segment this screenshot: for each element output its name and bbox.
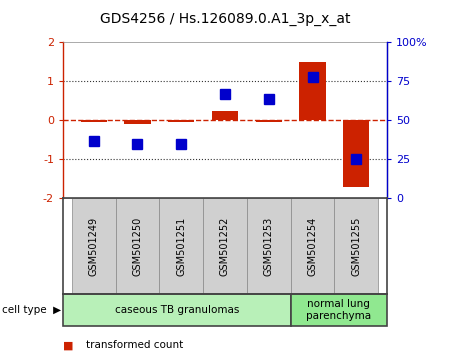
Text: GSM501251: GSM501251 (176, 216, 186, 276)
Text: cell type  ▶: cell type ▶ (2, 305, 61, 315)
Text: ■: ■ (63, 340, 73, 350)
Text: GSM501249: GSM501249 (89, 216, 99, 276)
Bar (81, 120, 107, 122)
Text: caseous TB granulomas: caseous TB granulomas (115, 305, 239, 315)
Text: GSM501250: GSM501250 (132, 216, 143, 276)
Text: GSM501254: GSM501254 (307, 216, 318, 276)
Text: GSM501252: GSM501252 (220, 216, 230, 276)
Text: normal lung
parenchyma: normal lung parenchyma (306, 299, 371, 321)
Bar (343, 120, 369, 187)
Bar (124, 120, 151, 124)
Text: GSM501253: GSM501253 (264, 216, 274, 276)
Bar (212, 110, 238, 120)
Bar (256, 120, 282, 122)
Bar (168, 120, 194, 122)
Text: transformed count: transformed count (86, 340, 183, 350)
Bar (299, 62, 326, 120)
Text: GDS4256 / Hs.126089.0.A1_3p_x_at: GDS4256 / Hs.126089.0.A1_3p_x_at (100, 12, 350, 27)
Text: GSM501255: GSM501255 (351, 216, 361, 276)
